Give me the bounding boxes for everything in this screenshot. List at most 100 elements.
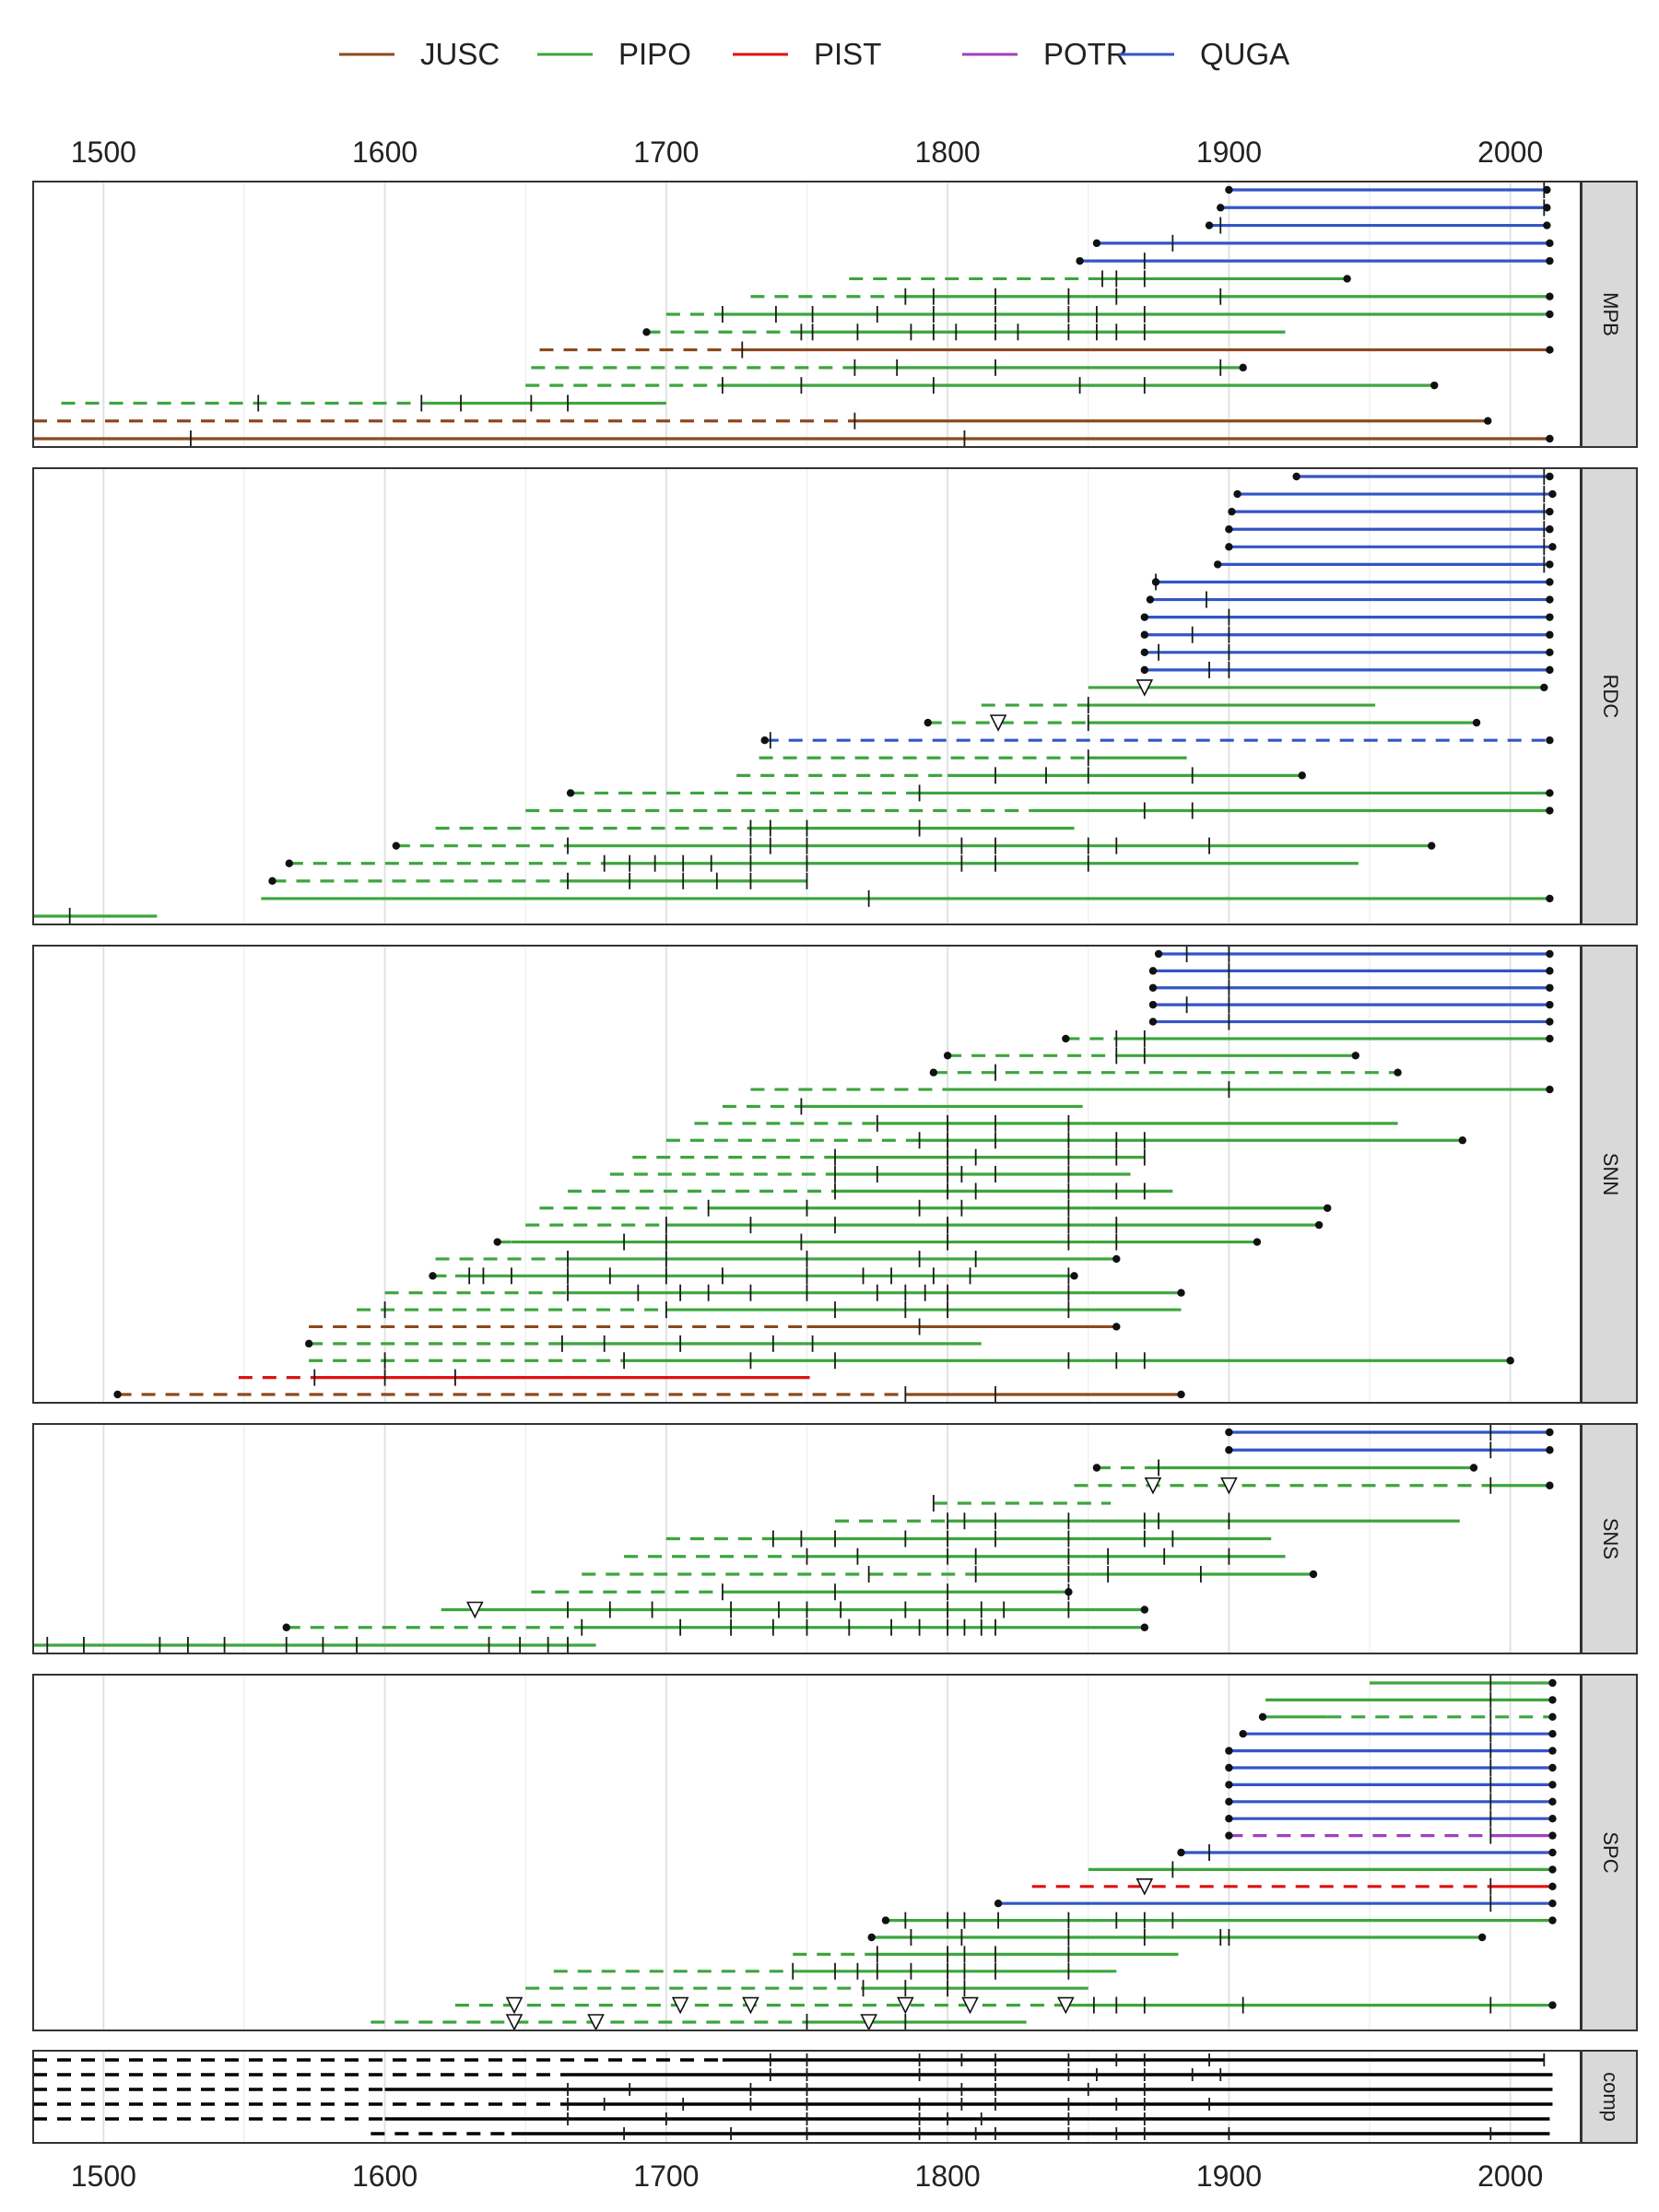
outer-date-dot [1546,1446,1554,1454]
inner-date-dot [943,1052,952,1060]
inner-date-dot [429,1272,437,1280]
panel-spc: SPC [32,1674,1638,2031]
series-row-pipo [454,1996,1557,2015]
outer-date-dot [1546,613,1554,621]
inner-date-dot [929,1068,938,1077]
series-row-quga [1151,573,1554,591]
outer-date-dot [1546,665,1554,675]
outer-date-dot [1546,472,1554,481]
legend-label-jusc: JUSC [420,37,500,71]
inner-date-dot [1225,1831,1233,1840]
series-row-pipo [33,908,158,924]
series-row-pipo [609,1166,1131,1182]
series-row-quga [1233,486,1557,503]
inner-date-dot [1140,630,1149,639]
injury-marker [1220,1477,1238,1495]
series-row-quga [1140,626,1554,643]
x-tick-label-top: 1700 [633,135,699,169]
inner-date-dot [1140,613,1149,621]
series-row-quga [1225,521,1554,538]
outer-date-dot [1548,1916,1557,1924]
outer-date-dot [1428,841,1436,850]
x-tick-label-top: 1600 [352,135,418,169]
outer-date-dot [1546,1428,1554,1437]
inner-date-dot [994,1900,1003,1908]
x-tick-label-top: 1500 [71,135,136,169]
panel-sns: SNS [32,1423,1638,1654]
x-tick-label-bottom: 1500 [71,2159,136,2193]
inner-date-dot [1092,1464,1101,1472]
series-row-quga [1154,946,1554,962]
series-row-pipo [943,1047,1359,1065]
outer-date-dot [1546,1085,1554,1094]
series-row-pipo [759,749,1187,767]
series-row-pipo [285,854,1359,872]
outer-date-dot [1070,1272,1078,1280]
gridlines [102,2051,1512,2143]
x-tick-label-top: 1800 [915,135,981,169]
series-row-pipo [525,377,1439,394]
series-row-quga [1148,979,1554,996]
series-row-jusc [113,1386,1185,1403]
legend-item-potr: POTR [962,37,1128,71]
outer-date-dot [1548,1797,1557,1806]
outer-date-dot [1546,949,1554,959]
outer-date-dot [1546,1000,1554,1009]
outer-date-dot [1546,434,1554,443]
series-row-comp [33,2098,1553,2111]
outer-date-dot [1472,718,1481,727]
inner-date-dot [867,1933,876,1942]
outer-date-dot [1469,1464,1478,1472]
strip-sns: SNS [1581,1423,1638,1654]
series-row-pipo [981,697,1376,714]
outer-date-dot [1548,1815,1557,1823]
injury-marker [587,2014,605,2031]
series-row-pipo [531,1583,1073,1601]
series-row-pipo [525,1217,1324,1234]
outer-date-dot [1309,1570,1318,1579]
series-row-pipo [665,306,1554,323]
inner-date-dot [1225,185,1233,194]
series-row-pipo [357,1301,1182,1319]
x-axis-bottom: 1500 1600 1700 1800 1900 2000 [71,2159,1544,2193]
series-row-comp [33,2112,1550,2125]
series-row-quga [1092,234,1554,252]
outer-date-dot [1548,1747,1557,1755]
inner-date-dot [881,1916,890,1924]
inner-date-dot [1148,983,1158,992]
outer-date-dot [1548,543,1557,551]
series-row-quga [1213,556,1554,573]
outer-date-dot [1546,967,1554,975]
inner-date-dot [566,789,575,797]
outer-date-dot [1430,381,1439,390]
series-row-quga [1225,1441,1554,1459]
inner-date-dot [1151,578,1160,586]
series-row-quga [1225,1742,1557,1759]
outer-date-dot [1546,1034,1554,1043]
series-row-quga [1225,1793,1557,1810]
x-tick-label-top: 1900 [1196,135,1262,169]
series-row-pipo [1088,679,1548,697]
inner-date-dot [1225,1747,1233,1755]
outer-date-dot [1548,1678,1557,1688]
inner-date-dot [1217,204,1225,212]
strip-background [1581,945,1638,1404]
inner-date-dot [392,841,401,850]
panel-mpb: MPB [32,181,1638,448]
series-row-jusc [309,1318,1121,1335]
series-row-pipo [441,1601,1149,1619]
series-row-pipo [435,1250,1121,1267]
strip-background [1581,2050,1638,2144]
strip-label: SNS [1599,1518,1622,1559]
outer-date-dot [1546,256,1554,265]
outer-date-dot [1548,1831,1557,1840]
series-row-pipo [1092,1459,1478,1477]
outer-date-dot [1253,1238,1262,1246]
strip-rdc: RDC [1581,467,1638,925]
outer-date-dot [1343,275,1351,283]
series-row-pipo [665,1530,1272,1547]
legend-label-pipo: PIPO [618,37,691,71]
outer-date-dot [1314,1220,1324,1230]
inner-date-dot [282,1623,290,1631]
outer-date-dot [1112,1254,1121,1264]
